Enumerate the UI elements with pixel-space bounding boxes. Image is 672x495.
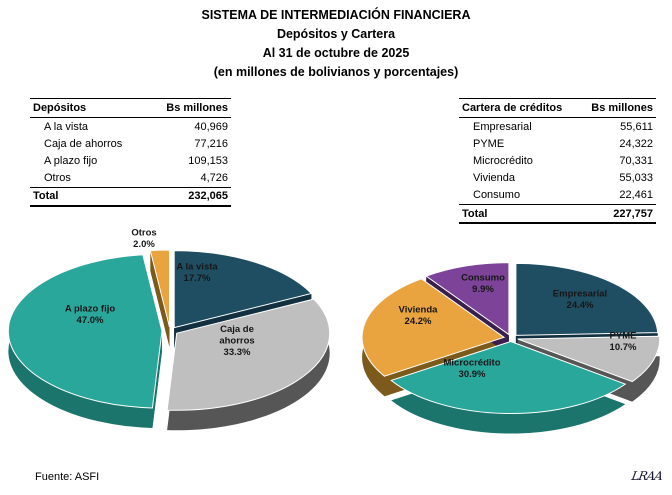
table-header: Depósitos Bs millones bbox=[30, 98, 231, 118]
row-value: 24,322 bbox=[619, 137, 653, 150]
table-total-row: Total 227,757 bbox=[459, 203, 656, 225]
pie-slice-vivienda bbox=[361, 278, 506, 377]
table-header: Cartera de créditos Bs millones bbox=[459, 98, 656, 118]
pie-slice-caja-de-ahorros bbox=[166, 298, 331, 411]
row-label: Microcrédito bbox=[473, 154, 533, 167]
row-value: 55,033 bbox=[619, 172, 653, 185]
row-label: Total bbox=[33, 190, 59, 203]
table-row: PYME 24,322 bbox=[459, 135, 656, 152]
report-title: SISTEMA DE INTERMEDIACIÓN FINANCIERA bbox=[201, 8, 471, 22]
row-label: Empresarial bbox=[473, 120, 532, 133]
source-note: Fuente: ASFI bbox=[35, 471, 100, 483]
pie-slice-pyme bbox=[517, 335, 661, 383]
table-row: Vivienda 55,033 bbox=[459, 170, 656, 187]
table-row: Caja de ahorros 77,216 bbox=[30, 135, 231, 152]
table-row: Empresarial 55,611 bbox=[459, 118, 656, 135]
pie-slice-a-plazo-fijo bbox=[7, 254, 163, 409]
row-label: PYME bbox=[473, 137, 505, 150]
row-label: Otros bbox=[44, 172, 71, 185]
row-value: Bs millones bbox=[166, 102, 228, 114]
table-row: Consumo 22,461 bbox=[459, 187, 656, 204]
pie-slice-empresarial bbox=[515, 262, 659, 336]
row-value: 40,969 bbox=[194, 120, 228, 133]
pie-data-label: Empresarial 24.4% bbox=[553, 289, 607, 312]
row-value: 22,461 bbox=[619, 189, 653, 202]
table-row: Otros 4,726 bbox=[30, 170, 231, 187]
row-label: Caja de ahorros bbox=[44, 137, 123, 150]
author-signature: LRAA bbox=[630, 469, 664, 483]
pie-slice-consumo bbox=[425, 262, 510, 336]
pie-data-label: Consumo 9.9% bbox=[461, 273, 505, 296]
title-block: SISTEMA DE INTERMEDIACIÓN FINANCIERA Dep… bbox=[0, 6, 672, 82]
pie-slice-side bbox=[152, 331, 162, 428]
report-subtitle: Depósitos y Cartera bbox=[276, 27, 396, 41]
row-label: Cartera de créditos bbox=[462, 102, 563, 114]
pie-data-label: Otros 2.0% bbox=[131, 228, 156, 250]
row-label: Vivienda bbox=[473, 172, 515, 185]
pie-data-label: Vivienda 24.2% bbox=[399, 305, 439, 328]
pie-slice-microcrédito bbox=[390, 340, 627, 415]
credit-portfolio-pie-chart: Empresarial 24.4%PYME 10.7% Microcrédito 30.… bbox=[361, 262, 661, 434]
row-label: Depósitos bbox=[33, 102, 87, 114]
row-label: Total bbox=[462, 207, 488, 220]
table-row: Microcrédito 70,331 bbox=[459, 152, 656, 169]
deposits-table: Depósitos Bs millones A la vista 40,969 Caja… bbox=[30, 98, 231, 207]
table-total-row: Total 232,065 bbox=[30, 186, 231, 207]
pie-data-label: A la vista 17.7% bbox=[176, 262, 218, 285]
pie-data-label: Microcrédito 30.9% bbox=[443, 358, 500, 381]
report-date: Al 31 de octubre de 2025 bbox=[262, 46, 410, 60]
row-value: 109,153 bbox=[188, 154, 228, 167]
row-value: Bs millones bbox=[591, 102, 653, 114]
credit-portfolio-table: Cartera de créditos Bs millones Empresaria… bbox=[459, 98, 656, 225]
row-value: 55,611 bbox=[620, 120, 653, 133]
table-row: A la vista 40,969 bbox=[30, 118, 231, 135]
row-label: A plazo fijo bbox=[44, 154, 98, 167]
pie-data-label: PYME 10.7% bbox=[610, 331, 637, 354]
pie-data-label: Caja de ahorros 33.3% bbox=[219, 324, 254, 358]
pie-slice-a-la-vista bbox=[173, 250, 313, 329]
pie-slice-side bbox=[150, 250, 170, 347]
pie-data-label: A plazo fijo 47.0% bbox=[65, 304, 116, 327]
table-row: A plazo fijo 109,153 bbox=[30, 152, 231, 169]
row-label: Consumo bbox=[473, 189, 521, 202]
row-value: 77,216 bbox=[194, 137, 228, 150]
row-value: 227,757 bbox=[613, 207, 653, 220]
report-units-note: (en millones de bolivianos y porcentajes… bbox=[213, 65, 459, 79]
row-value: 4,726 bbox=[200, 172, 228, 185]
row-value: 232,065 bbox=[188, 190, 228, 203]
row-value: 70,331 bbox=[619, 154, 653, 167]
deposits-pie-chart: A la vista 17.7% Caja de ahorros 33.3% A plaz… bbox=[7, 228, 331, 431]
pie-slice-otros bbox=[149, 249, 170, 328]
row-label: A la vista bbox=[44, 120, 89, 133]
